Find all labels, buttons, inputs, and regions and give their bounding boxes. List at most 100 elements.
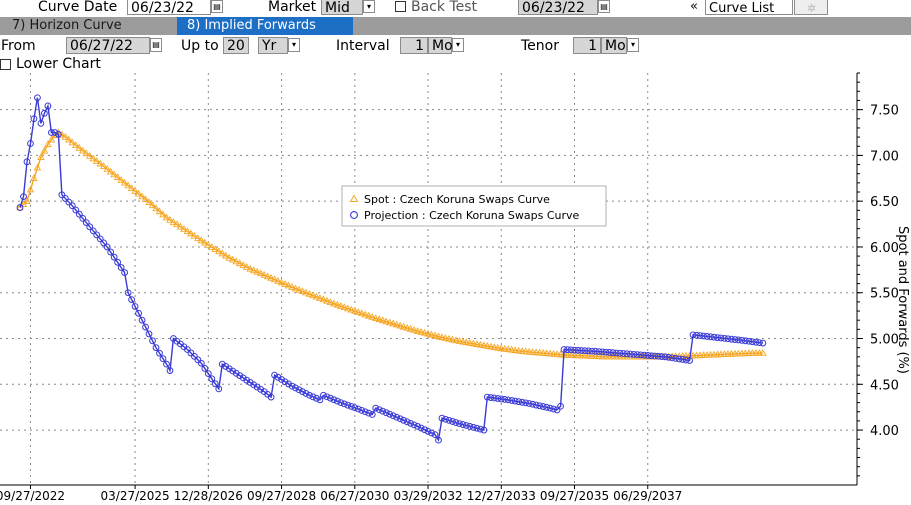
data-point-projection	[215, 385, 223, 393]
chevron-down-icon[interactable]: ▾	[288, 38, 300, 52]
data-point-projection	[654, 352, 662, 360]
data-point-projection	[511, 397, 519, 405]
data-point-spot	[298, 287, 307, 295]
tenor-unit-select[interactable]: Mo	[601, 37, 627, 54]
data-point-projection	[682, 356, 690, 364]
data-point-spot	[176, 222, 185, 230]
data-point-projection	[480, 426, 488, 434]
data-point-spot	[99, 162, 108, 170]
data-point-projection	[424, 427, 432, 435]
data-point-spot	[305, 289, 314, 297]
data-point-projection	[285, 380, 292, 388]
calendar-icon[interactable]: ▤	[211, 0, 223, 13]
y-tick-label: 6.50	[870, 195, 899, 210]
data-point-spot	[382, 317, 390, 325]
data-point-spot	[194, 234, 202, 241]
data-point-spot	[385, 318, 394, 326]
data-point-projection	[372, 404, 380, 412]
data-point-spot	[553, 350, 561, 358]
data-point-projection	[605, 349, 613, 356]
data-point-projection	[320, 391, 327, 399]
data-point-projection	[34, 94, 41, 102]
data-point-projection	[525, 400, 533, 407]
data-point-spot	[476, 340, 485, 348]
data-point-spot	[141, 195, 150, 202]
data-point-spot	[302, 288, 310, 296]
data-point-spot	[277, 278, 286, 286]
chevron-down-icon[interactable]: ▾	[627, 38, 639, 52]
curve-date-label: Curve Date	[38, 0, 118, 15]
data-point-projection	[665, 353, 673, 361]
data-point-projection	[490, 394, 498, 402]
data-point-spot	[392, 320, 401, 328]
data-point-projection	[532, 401, 540, 409]
data-point-spot	[588, 352, 596, 359]
data-point-projection	[567, 346, 575, 354]
data-point-spot	[159, 210, 167, 218]
tenor-field[interactable]: 1	[573, 37, 601, 54]
data-point-projection	[595, 348, 603, 356]
curve-list-button[interactable]: Curve List	[705, 0, 793, 16]
data-point-spot	[92, 157, 101, 164]
up-to-field[interactable]: 20	[223, 37, 249, 54]
data-point-spot	[445, 334, 453, 342]
interval-field[interactable]: 1	[400, 37, 428, 54]
from-date-field[interactable]: 06/27/22	[66, 37, 150, 54]
data-point-spot	[549, 349, 558, 357]
data-point-projection	[44, 102, 52, 110]
data-point-spot	[556, 350, 565, 358]
y-tick-label: 7.00	[870, 149, 899, 164]
tab-horizon-curve[interactable]: 7) Horizon Curve	[12, 18, 122, 33]
data-point-spot	[190, 231, 199, 239]
tab-implied-forwards[interactable]: 8) Implied Forwards	[177, 17, 353, 35]
data-point-projection	[365, 409, 373, 417]
market-label: Market	[268, 0, 317, 15]
data-point-projection	[337, 399, 345, 407]
data-point-spot	[65, 135, 73, 143]
data-point-projection	[661, 353, 669, 361]
data-point-projection	[550, 405, 557, 413]
gear-icon[interactable]: ✲	[794, 0, 828, 15]
chevron-down-icon[interactable]: ▾	[452, 38, 464, 52]
up-to-unit-select[interactable]: Yr	[258, 37, 288, 54]
data-point-projection	[306, 391, 313, 399]
data-point-projection	[403, 418, 411, 426]
data-point-projection	[738, 336, 746, 344]
lower-chart-checkbox[interactable]	[0, 59, 11, 70]
data-point-projection	[546, 404, 554, 412]
data-point-spot	[378, 316, 387, 324]
data-point-spot	[500, 344, 509, 352]
data-point-spot	[490, 343, 499, 351]
data-point-spot	[525, 347, 533, 355]
data-point-projection	[232, 369, 240, 377]
data-point-projection	[417, 424, 425, 432]
data-point-spot	[504, 345, 513, 353]
data-point-spot	[584, 351, 593, 359]
back-test-checkbox[interactable]	[395, 1, 406, 12]
curve-date-field[interactable]: 06/23/22	[127, 0, 211, 16]
data-point-spot	[410, 325, 418, 333]
x-tick-label: 03/27/2025	[101, 489, 170, 503]
data-point-spot	[462, 338, 471, 346]
data-point-projection	[229, 367, 237, 375]
chevron-down-icon[interactable]: ▾	[363, 0, 375, 13]
data-point-projection	[476, 425, 484, 433]
data-point-projection	[68, 202, 76, 210]
back-test-date-field[interactable]: 06/23/22	[518, 0, 598, 16]
calendar-icon[interactable]: ▤	[598, 0, 610, 13]
data-point-projection	[442, 415, 449, 423]
nav-arrows[interactable]: «	[690, 0, 698, 14]
data-point-spot	[47, 135, 56, 143]
market-select[interactable]: Mid	[321, 0, 363, 16]
data-point-spot	[284, 281, 293, 289]
data-point-projection	[27, 140, 34, 147]
data-point-projection	[86, 223, 94, 231]
tenor-label: Tenor	[521, 38, 559, 54]
data-point-projection	[407, 419, 415, 427]
data-point-spot	[333, 300, 342, 308]
data-point-spot	[480, 341, 488, 349]
data-point-projection	[16, 204, 24, 211]
calendar-icon[interactable]: ▤	[150, 38, 162, 52]
data-point-spot	[225, 253, 234, 261]
interval-unit-select[interactable]: Mo	[428, 37, 453, 54]
